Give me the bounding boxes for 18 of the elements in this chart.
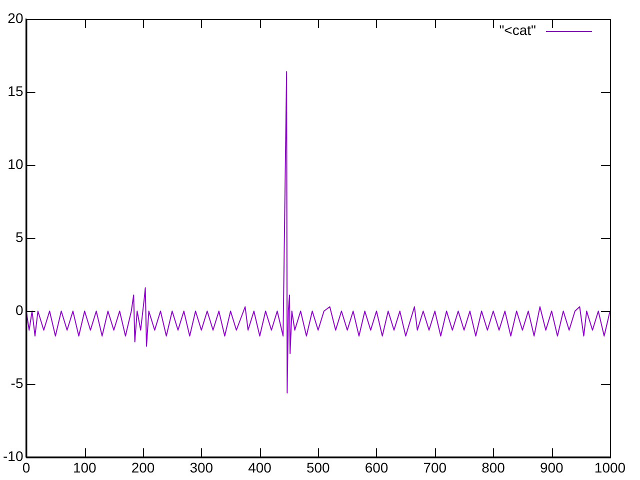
x-tick-label: 900 (540, 459, 564, 476)
y-tick-label: -5 (10, 375, 24, 392)
x-tick-label: 500 (306, 459, 330, 476)
x-tick-label: 400 (248, 459, 272, 476)
x-tick-label: 700 (423, 459, 447, 476)
y-tick-label: 0 (15, 302, 24, 318)
x-tick-label: 1000 (594, 459, 626, 476)
x-tick-label: 200 (131, 459, 155, 476)
x-tick-label: 300 (190, 459, 214, 476)
y-tick-label: 5 (15, 228, 24, 245)
x-tick-label: 800 (482, 459, 506, 476)
x-tick-label: 100 (72, 459, 97, 476)
x-tick-label: 600 (364, 459, 388, 476)
y-tick-label: 15 (8, 82, 24, 99)
y-tick-label: -10 (3, 448, 24, 464)
text: "<cat" (499, 22, 536, 38)
y-tick-label: 20 (8, 10, 24, 26)
y-tick-label: 10 (8, 156, 24, 172)
